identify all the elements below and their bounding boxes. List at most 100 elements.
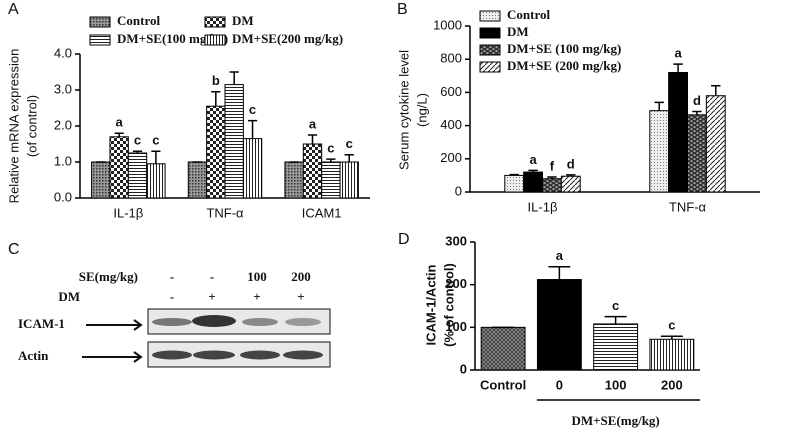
bar — [242, 138, 263, 199]
bar — [206, 105, 226, 199]
y-tick-label: 4.0 — [54, 45, 72, 60]
lane-label: + — [208, 289, 215, 304]
legend-label: DM+SE (100 mg/kg) — [507, 41, 621, 56]
error-bar — [326, 158, 336, 162]
significance-label: a — [674, 46, 682, 61]
significance-label: c — [612, 298, 619, 313]
bar — [560, 175, 581, 193]
row-label: DM — [58, 289, 80, 304]
legend-label: DM+SE(200 mg/kg) — [232, 31, 343, 46]
bar — [504, 174, 525, 193]
legend-label: DM+SE (200 mg/kg) — [507, 58, 621, 73]
bar — [224, 84, 244, 199]
error-bar — [151, 150, 161, 164]
legend-swatch — [89, 16, 111, 28]
legend-swatch — [204, 34, 226, 46]
y-axis-label: ICAM-1/Actin — [423, 264, 438, 345]
x-tick-label: IL-1β — [113, 205, 143, 220]
error-bar — [528, 169, 538, 173]
y-axis-label: (ng/L) — [414, 93, 429, 127]
legend-swatch — [479, 27, 501, 39]
lane-label: + — [297, 289, 304, 304]
y-axis-label: (% of control) — [441, 263, 456, 347]
y-tick-label: 600 — [440, 84, 462, 99]
error-bar — [711, 85, 721, 96]
error-bar — [692, 110, 702, 115]
error-bar — [307, 134, 318, 144]
bar — [649, 338, 695, 371]
x-tick-label: IL-1β — [528, 199, 558, 214]
band — [240, 350, 280, 360]
y-tick-label: 3.0 — [54, 81, 72, 96]
y-tick-label: 1.0 — [54, 153, 72, 168]
bar — [668, 71, 689, 193]
bar — [284, 161, 304, 199]
band — [242, 318, 278, 326]
band — [283, 350, 323, 360]
error-bar — [566, 174, 576, 177]
legend-label: DM — [232, 13, 254, 28]
x-tick-label: ICAM1 — [302, 205, 342, 220]
significance-label: c — [327, 141, 334, 156]
x-tick-label: Control — [480, 377, 526, 392]
error-bar — [654, 101, 664, 111]
error-bar — [547, 176, 557, 179]
band-label: ICAM-1 — [18, 316, 65, 331]
bar — [705, 95, 726, 193]
band — [152, 318, 192, 326]
significance-label: c — [152, 133, 159, 148]
y-tick-label: 0.0 — [54, 189, 72, 204]
legend-swatch — [204, 16, 226, 28]
error-bar — [548, 265, 571, 280]
bar — [146, 163, 166, 199]
y-tick-label: 2.0 — [54, 117, 72, 132]
legend-label: Control — [117, 13, 160, 28]
error-bar — [229, 71, 239, 85]
significance-label: c — [346, 136, 353, 151]
significance-label: b — [212, 73, 220, 88]
bar — [127, 152, 148, 199]
band — [193, 350, 235, 360]
panel-label: C — [8, 241, 20, 258]
legend-swatch — [89, 34, 111, 46]
error-bar — [132, 150, 143, 153]
x-tick-label: 200 — [661, 377, 683, 392]
y-axis-label: Relative mRNA expression — [6, 49, 21, 204]
error-bar — [660, 335, 683, 340]
error-bar — [344, 154, 354, 162]
bar — [523, 171, 544, 193]
bar — [542, 178, 562, 193]
bar — [187, 161, 208, 199]
significance-label: a — [116, 115, 124, 130]
legend-label: DM+SE(100 mg/kg) — [117, 31, 228, 46]
lane-label: - — [170, 289, 174, 304]
band — [152, 350, 192, 360]
bar — [593, 323, 639, 371]
y-tick-label: 0 — [455, 183, 462, 198]
western-blot: C SE(mg/kg) - - 100 200 DM - + + + ICAM-1 Actin — [8, 241, 331, 368]
x-axis-label: DM+SE(mg/kg) — [571, 413, 659, 428]
y-tick-label: 100 — [445, 319, 467, 334]
y-tick-label: 400 — [440, 117, 462, 132]
x-tick-label: 100 — [605, 377, 627, 392]
significance-label: c — [668, 318, 675, 333]
band — [285, 318, 321, 326]
lane-label: 200 — [291, 269, 311, 284]
legend-swatch — [479, 10, 501, 22]
bar — [649, 110, 670, 193]
legend-label: Control — [507, 7, 550, 22]
panel-label: D — [398, 231, 410, 248]
y-tick-label: 1000 — [433, 17, 462, 32]
significance-label: c — [134, 133, 141, 148]
arrow — [82, 319, 143, 363]
error-bar — [211, 91, 221, 107]
band-label: Actin — [18, 348, 49, 363]
lane-label: + — [253, 289, 260, 304]
legend-swatch — [479, 61, 501, 73]
error-bar — [114, 132, 124, 137]
legend-swatch — [479, 44, 501, 56]
error-bar — [509, 173, 519, 176]
y-tick-label: 300 — [445, 233, 467, 248]
y-tick-label: 800 — [440, 51, 462, 66]
